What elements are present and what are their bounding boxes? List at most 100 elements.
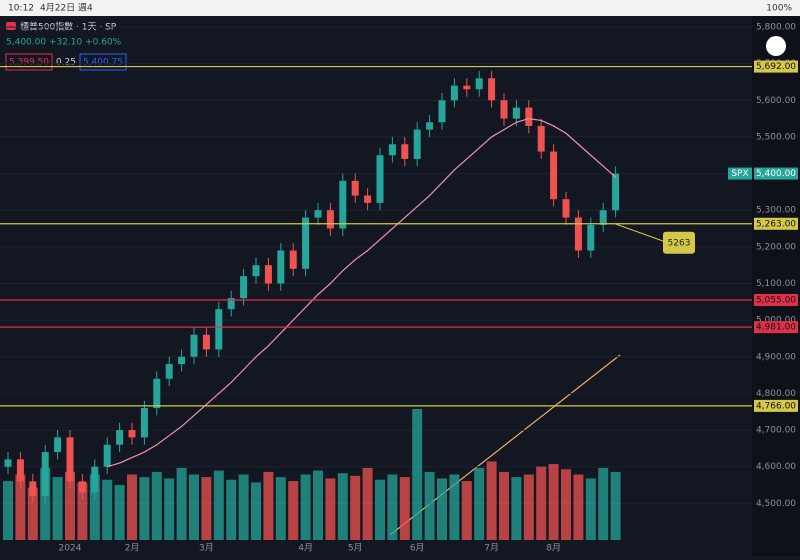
y-tick-label: 5,100.00 xyxy=(756,279,796,289)
volume-bar xyxy=(313,470,323,540)
volume-bar xyxy=(474,467,485,540)
volume-bar xyxy=(114,484,125,540)
level-tag xyxy=(754,217,798,230)
volume-bar xyxy=(3,481,13,540)
candle-body xyxy=(41,452,49,497)
volume-bar xyxy=(449,474,460,540)
sell-button[interactable] xyxy=(5,53,53,71)
volume-bar xyxy=(127,474,137,540)
volume-bar xyxy=(189,474,199,540)
volume-bar xyxy=(263,471,274,540)
candle-body xyxy=(550,151,558,200)
y-tick-label: 5,000.00 xyxy=(756,316,796,326)
y-tick-label: 4,800.00 xyxy=(756,389,796,399)
volume-bar xyxy=(77,482,88,540)
volume-bar xyxy=(598,467,609,540)
candle-body xyxy=(599,210,607,225)
buy-button[interactable] xyxy=(79,53,127,71)
volume-bar xyxy=(548,464,559,540)
candle-body xyxy=(264,265,272,284)
volume-bar xyxy=(40,467,51,540)
candle-body xyxy=(525,107,533,126)
settings-button[interactable] xyxy=(766,36,786,56)
candle-body xyxy=(227,298,235,310)
volume-bar xyxy=(375,479,385,540)
last-ticker-tag xyxy=(728,167,752,180)
volume-bar xyxy=(213,470,224,540)
sell-price[interactable]: 5,399.50 xyxy=(9,58,49,68)
level-tag xyxy=(754,321,798,334)
candle-body xyxy=(438,100,446,123)
volume-bar xyxy=(151,471,162,540)
candle-body xyxy=(29,481,37,497)
symbol-icon xyxy=(6,22,16,30)
level-label: 4,981.00 xyxy=(756,323,796,333)
x-tick-label: 8月 xyxy=(546,543,561,554)
y-tick-label: 5,600.00 xyxy=(756,96,796,106)
callout-leader xyxy=(614,223,666,243)
volume-bar xyxy=(437,478,447,540)
volume-bar xyxy=(52,477,63,540)
status-time: 10:12 xyxy=(8,4,34,14)
candle-body xyxy=(450,85,458,101)
candle-body xyxy=(240,276,248,299)
volume-bar xyxy=(536,466,547,540)
volume-bar xyxy=(573,474,584,540)
x-tick-label: 7月 xyxy=(484,543,499,554)
candle-body xyxy=(78,481,86,493)
volume-bar xyxy=(511,477,522,540)
candle-body xyxy=(488,78,496,101)
candle-body xyxy=(339,180,347,229)
y-tick-label: 5,800.00 xyxy=(756,22,796,32)
volume-bar xyxy=(226,479,237,540)
candle-body xyxy=(165,364,173,379)
volume-bar xyxy=(424,471,435,540)
candle-body xyxy=(54,437,62,453)
volume-bar xyxy=(585,478,596,540)
candle-body xyxy=(66,437,74,482)
volume-bar xyxy=(300,474,311,540)
last-ticker: SPX xyxy=(731,169,748,179)
volume-bar xyxy=(89,474,100,540)
plot: 4,500.00 4,600.00 4,700.00 4,800.00 4,900.00… xyxy=(0,22,798,554)
volume-bar xyxy=(238,474,249,540)
candle-body xyxy=(326,210,334,229)
candle-body xyxy=(153,378,161,409)
y-tick-label: 4,900.00 xyxy=(756,352,796,362)
candle-body xyxy=(91,466,99,493)
candle-body xyxy=(388,144,396,156)
candle-body xyxy=(364,195,372,203)
candle-body xyxy=(215,309,223,350)
candle-body xyxy=(178,356,186,365)
volume-bar xyxy=(139,477,150,540)
volume-bar xyxy=(461,481,472,540)
x-tick-label: 2024 xyxy=(59,544,82,554)
buy-price[interactable]: 5,400.75 xyxy=(83,58,123,68)
status-date: 4月22日 週4 xyxy=(40,3,93,14)
volume-bar xyxy=(201,477,212,540)
candle-body xyxy=(314,210,322,218)
candle-body xyxy=(612,173,620,211)
x-tick-label: 6月 xyxy=(410,543,425,554)
candle-body xyxy=(202,334,210,350)
price-axis xyxy=(752,16,800,556)
y-tick-label: 4,600.00 xyxy=(756,462,796,472)
candle-body xyxy=(500,100,508,119)
volume-bar xyxy=(561,469,571,540)
volume-bar xyxy=(387,474,398,540)
volume-bar xyxy=(288,481,299,540)
candle-body xyxy=(426,122,434,130)
level-label: 5,692.00 xyxy=(756,62,796,72)
y-tick-label: 4,500.00 xyxy=(756,499,796,509)
volume-bar xyxy=(251,482,261,540)
volume-bar xyxy=(350,475,361,540)
last-price: 5,400.00 xyxy=(756,169,796,179)
candle-body xyxy=(128,430,136,438)
candle-body xyxy=(103,444,111,467)
candle-body xyxy=(351,180,359,196)
candle-body xyxy=(562,199,570,218)
volume-bar xyxy=(275,477,286,540)
last-price-tag xyxy=(754,167,798,180)
volume-bar xyxy=(412,409,423,540)
candle-body xyxy=(302,217,310,269)
